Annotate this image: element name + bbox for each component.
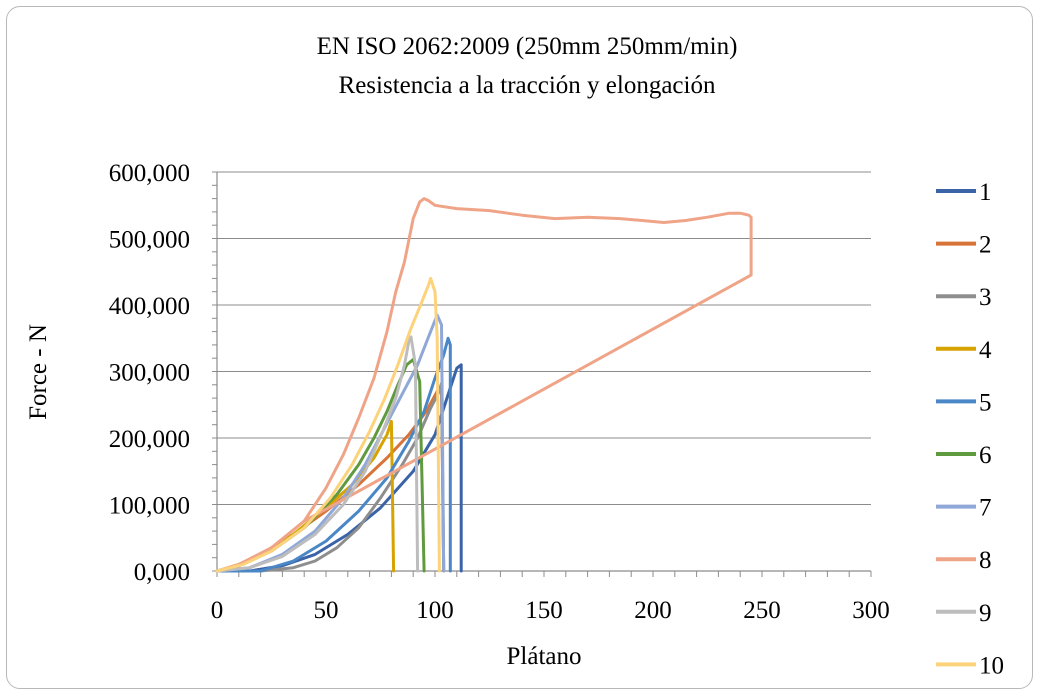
y-tick-label: 300,000	[109, 360, 190, 387]
series-line-8	[215, 197, 753, 573]
legend-label: 10	[979, 652, 1004, 679]
legend-label: 4	[979, 337, 992, 364]
legend-label: 1	[979, 179, 992, 206]
legend-label: 9	[979, 600, 992, 627]
series-line-4	[215, 419, 396, 573]
x-tick-label: 0	[211, 597, 224, 624]
series-line-9	[215, 335, 420, 573]
series-line-7	[215, 313, 446, 573]
series-group	[215, 197, 753, 573]
tick-labels: 0,000 100,000 200,000 300,000 400,000 500,000…	[109, 160, 890, 624]
x-tick-label: 200	[634, 597, 672, 624]
legend: 1 2 3 4 5 6 7 8 9 10	[936, 179, 1004, 679]
chart-frame	[6, 6, 1033, 689]
series-line-3	[215, 382, 446, 573]
y-tick-label: 0,000	[134, 559, 190, 586]
series-line-10	[215, 276, 441, 573]
y-tick-label: 100,000	[109, 493, 190, 520]
x-axis-label: Plátano	[507, 643, 582, 670]
legend-label: 8	[979, 547, 992, 574]
x-tick-label: 150	[525, 597, 563, 624]
x-tick-label: 250	[743, 597, 781, 624]
chart-subtitle: Resistencia a la tracción y elongación	[339, 72, 716, 99]
x-tick-label: 300	[852, 597, 890, 624]
y-tick-label: 400,000	[109, 293, 190, 320]
legend-label: 5	[979, 389, 992, 416]
legend-label: 6	[979, 442, 992, 469]
legend-label: 7	[979, 495, 992, 522]
chart-title: EN ISO 2062:2009 (250mm 250mm/min)	[317, 33, 738, 60]
series-line-5	[215, 336, 452, 573]
x-tick-label: 100	[416, 597, 454, 624]
x-tick-label: 50	[314, 597, 339, 624]
y-axis-label: Force - N	[25, 324, 52, 420]
y-tick-label: 500,000	[109, 227, 190, 254]
legend-label: 3	[979, 284, 992, 311]
legend-label: 2	[979, 232, 992, 259]
grid	[217, 171, 871, 505]
y-tick-label: 200,000	[109, 426, 190, 453]
y-tick-label: 600,000	[109, 160, 190, 187]
